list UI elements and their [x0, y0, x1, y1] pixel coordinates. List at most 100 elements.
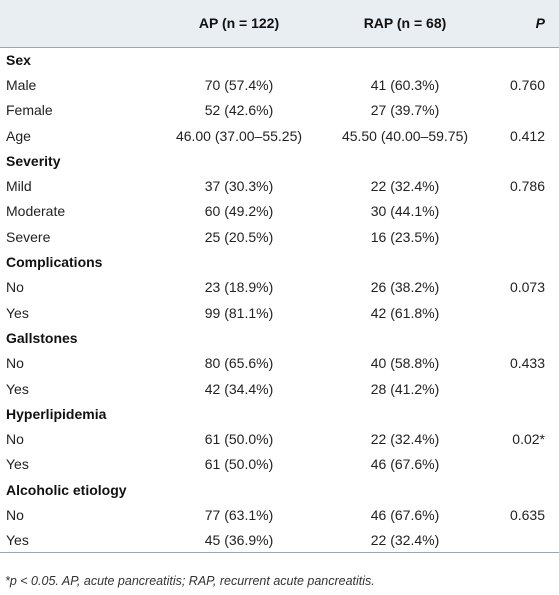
row-label: No: [6, 506, 24, 523]
ap-value: 99 (81.1%): [204, 304, 274, 321]
rap-value: 27 (39.7%): [370, 102, 440, 119]
row-label: Yes: [6, 380, 29, 397]
ap-value: 77 (63.1%): [204, 506, 274, 523]
section-row: Gallstones: [0, 325, 559, 350]
rap-value: 26 (38.2%): [370, 279, 440, 296]
rap-value: [322, 46, 488, 73]
ap-value: 60 (49.2%): [204, 203, 274, 220]
ap-value: 25 (20.5%): [204, 228, 274, 245]
p-value: [488, 452, 559, 477]
table-row: Severe 25 (20.5%) 16 (23.5%): [0, 224, 559, 249]
ap-value: [156, 46, 322, 73]
table-row: No 77 (63.1%) 46 (67.6%) 0.635: [0, 502, 559, 527]
p-value: [488, 477, 559, 502]
row-label: Sex: [0, 46, 156, 73]
p-value: 0.02*: [512, 431, 545, 448]
row-label: No: [6, 355, 24, 372]
data-table: AP (n = 122) RAP (n = 68) P Sex Male 70 (5…: [0, 0, 559, 554]
rap-value: [322, 325, 488, 350]
rap-value: 22 (32.4%): [370, 178, 440, 195]
rap-value: 46 (67.6%): [370, 506, 440, 523]
row-label: Mild: [6, 178, 32, 195]
row-label: Moderate: [6, 203, 66, 220]
table-row: No 61 (50.0%) 22 (32.4%) 0.02*: [0, 426, 559, 451]
rap-value: 22 (32.4%): [322, 527, 488, 554]
p-value: [488, 98, 559, 123]
header-ap: AP (n = 122): [198, 15, 280, 32]
header-empty: [0, 0, 156, 47]
row-label: Male: [6, 76, 37, 93]
rap-value: [322, 401, 488, 426]
p-value: [488, 376, 559, 401]
p-value: 0.073: [509, 279, 545, 296]
section-row: Complications: [0, 249, 559, 274]
table-row: Yes 61 (50.0%) 46 (67.6%): [0, 452, 559, 477]
rap-value: 46 (67.6%): [370, 456, 440, 473]
ap-value: 80 (65.6%): [204, 355, 274, 372]
rap-value: 28 (41.2%): [370, 380, 440, 397]
row-label: Female: [6, 102, 53, 119]
section-row: Sex: [0, 46, 559, 73]
rap-value: [322, 249, 488, 274]
p-value: [488, 46, 559, 73]
row-label: Hyperlipidemia: [6, 405, 107, 422]
section-row: Alcoholic etiology: [0, 477, 559, 502]
table-footnote: *p < 0.05. AP, acute pancreatitis; RAP, …: [5, 574, 375, 588]
table-row: Mild 37 (30.3%) 22 (32.4%) 0.786: [0, 173, 559, 198]
rap-value: 22 (32.4%): [370, 431, 440, 448]
rap-value: 45.50 (40.00–59.75): [341, 127, 469, 144]
rap-value: 40 (58.8%): [370, 355, 440, 372]
p-value: [488, 401, 559, 426]
p-value: [488, 148, 559, 173]
p-value: [488, 300, 559, 325]
row-label: Severe: [6, 228, 51, 245]
header-row: AP (n = 122) RAP (n = 68) P: [0, 0, 559, 47]
ap-value: 45 (36.9%): [156, 527, 322, 554]
table-row: Female 52 (42.6%) 27 (39.7%): [0, 98, 559, 123]
ap-value: [156, 477, 322, 502]
p-value: 0.433: [509, 355, 545, 372]
ap-value: [156, 249, 322, 274]
ap-value: [156, 325, 322, 350]
row-label: No: [6, 279, 24, 296]
p-value: 0.635: [509, 506, 545, 523]
p-value: [488, 325, 559, 350]
p-value: 0.412: [509, 127, 545, 144]
row-label: Alcoholic etiology: [6, 481, 127, 498]
section-row: Hyperlipidemia: [0, 401, 559, 426]
ap-value: 52 (42.6%): [204, 102, 274, 119]
p-value: [488, 224, 559, 249]
row-label: Complications: [6, 254, 103, 271]
table-row: Age 46.00 (37.00–55.25) 45.50 (40.00–59.75…: [0, 123, 559, 148]
ap-value: [156, 401, 322, 426]
table-row: Yes 99 (81.1%) 42 (61.8%): [0, 300, 559, 325]
rap-value: 42 (61.8%): [370, 304, 440, 321]
row-label: Yes: [0, 527, 156, 554]
rap-value: [322, 477, 488, 502]
row-label: Severity: [6, 152, 61, 169]
ap-value: 61 (50.0%): [204, 456, 274, 473]
header-rap: RAP (n = 68): [363, 15, 447, 32]
table-row: Yes 45 (36.9%) 22 (32.4%): [0, 527, 559, 554]
table-body: Sex Male 70 (57.4%) 41 (60.3%) 0.760 Female 52…: [0, 46, 559, 554]
ap-value: 46.00 (37.00–55.25): [175, 127, 303, 144]
p-value: 0.786: [509, 178, 545, 195]
rap-value: [322, 148, 488, 173]
ap-value: 23 (18.9%): [204, 279, 274, 296]
table-row: Male 70 (57.4%) 41 (60.3%) 0.760: [0, 72, 559, 97]
p-value: 0.760: [509, 76, 545, 93]
table-row: No 80 (65.6%) 40 (58.8%) 0.433: [0, 351, 559, 376]
section-row: Severity: [0, 148, 559, 173]
row-label: Age: [6, 127, 31, 144]
row-label: Yes: [6, 304, 29, 321]
rap-value: 16 (23.5%): [370, 228, 440, 245]
ap-value: 61 (50.0%): [204, 431, 274, 448]
header-p: P: [535, 15, 545, 32]
ap-value: 42 (34.4%): [204, 380, 274, 397]
row-label: Yes: [6, 456, 29, 473]
row-label: No: [6, 431, 24, 448]
ap-value: 70 (57.4%): [204, 76, 274, 93]
table-row: Moderate 60 (49.2%) 30 (44.1%): [0, 199, 559, 224]
p-value: [488, 199, 559, 224]
